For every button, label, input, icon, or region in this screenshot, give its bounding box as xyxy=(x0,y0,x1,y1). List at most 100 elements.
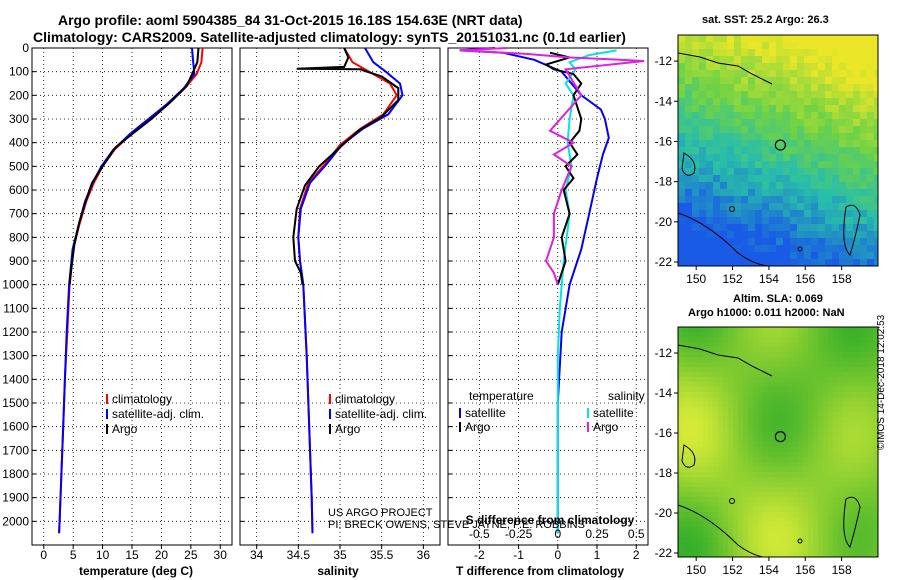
map-cell xyxy=(678,337,684,343)
map-cell xyxy=(778,487,784,493)
map-cell xyxy=(683,382,689,388)
map-cell xyxy=(698,452,704,458)
map-cell xyxy=(813,387,819,393)
map-cell xyxy=(873,467,878,473)
map-cell xyxy=(808,492,814,498)
map-cell xyxy=(708,442,714,448)
map-cell xyxy=(848,537,854,543)
map-cell xyxy=(706,42,714,50)
map-cell xyxy=(873,342,878,348)
map-cell xyxy=(843,337,849,343)
map-cell xyxy=(688,337,694,343)
map-cell xyxy=(874,203,878,211)
map-cell xyxy=(783,437,789,443)
map-cell xyxy=(818,477,824,483)
map-cell xyxy=(692,196,700,204)
map-cell xyxy=(804,98,812,106)
map-cell xyxy=(738,507,744,513)
map-cell xyxy=(708,332,714,338)
map-cell xyxy=(788,337,794,343)
map-cell xyxy=(818,35,826,43)
map-cell xyxy=(846,217,854,225)
map-cell xyxy=(804,189,812,197)
map-cell xyxy=(720,42,728,50)
map-cell xyxy=(863,517,869,523)
map-cell xyxy=(693,467,699,473)
map-cell xyxy=(839,175,847,183)
map-cell xyxy=(846,147,854,155)
map-cell xyxy=(848,377,854,383)
map-cell xyxy=(793,397,799,403)
map-cell xyxy=(748,49,756,57)
map-cell xyxy=(798,552,804,557)
map-cell xyxy=(798,327,804,333)
map-cell xyxy=(688,342,694,348)
map-cell xyxy=(860,189,868,197)
map-cell xyxy=(718,432,724,438)
map-cell xyxy=(839,49,847,57)
map-cell xyxy=(808,397,814,403)
map-cell xyxy=(743,462,749,468)
map-cell xyxy=(723,362,729,368)
map-cell xyxy=(698,447,704,453)
map-cell xyxy=(823,542,829,548)
map-cell xyxy=(813,512,819,518)
map-cell xyxy=(768,542,774,548)
map-cell xyxy=(728,462,734,468)
map-cell xyxy=(874,56,878,64)
map-cell xyxy=(698,517,704,523)
x-axis-label: temperature (deg C) xyxy=(79,564,193,578)
map-cell xyxy=(788,397,794,403)
map-cell xyxy=(678,133,686,141)
map-cell xyxy=(848,447,854,453)
map-cell xyxy=(753,522,759,528)
map-cell xyxy=(838,527,844,533)
map-cell xyxy=(718,487,724,493)
map-cell xyxy=(853,140,861,148)
map-cell xyxy=(758,467,764,473)
map-cell xyxy=(825,70,833,78)
map-cell xyxy=(693,502,699,508)
map-cell xyxy=(838,367,844,373)
map-cell xyxy=(825,140,833,148)
map-cell xyxy=(720,105,728,113)
map-cell xyxy=(793,342,799,348)
map-cell xyxy=(763,417,769,423)
map-cell xyxy=(718,412,724,418)
map-cell xyxy=(718,352,724,358)
map-cell xyxy=(728,477,734,483)
map-cell xyxy=(728,457,734,463)
map-cell xyxy=(797,245,805,253)
map-cell xyxy=(798,347,804,353)
map-cell xyxy=(755,42,763,50)
map-cell xyxy=(853,367,859,373)
map-cell xyxy=(860,252,868,260)
map-cell xyxy=(727,84,735,92)
map-cell xyxy=(762,84,770,92)
panel-frame xyxy=(447,47,649,546)
map-cell xyxy=(758,362,764,368)
map-cell xyxy=(748,407,754,413)
map-cell xyxy=(727,49,735,57)
map-cell xyxy=(753,477,759,483)
map-cell xyxy=(790,231,798,239)
map-cell xyxy=(793,467,799,473)
map-cell xyxy=(788,462,794,468)
map-cell xyxy=(873,527,878,533)
map-cell xyxy=(833,372,839,378)
map-cell xyxy=(776,203,784,211)
map-cell xyxy=(753,447,759,453)
profile-marker xyxy=(774,431,786,443)
map-cell xyxy=(692,182,700,190)
map-image xyxy=(678,327,878,557)
map-cell xyxy=(713,217,721,225)
map-cell xyxy=(818,337,824,343)
map-cell xyxy=(868,462,874,468)
map-cell xyxy=(858,532,864,538)
map-cell xyxy=(758,527,764,533)
map-cell xyxy=(853,422,859,428)
map-cell xyxy=(828,417,834,423)
map-cell xyxy=(768,337,774,343)
map-cell xyxy=(867,112,875,120)
map-cell xyxy=(723,437,729,443)
